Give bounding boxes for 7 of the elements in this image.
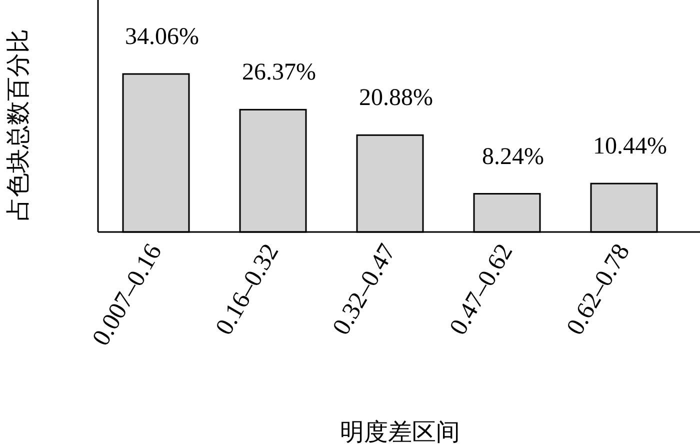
y-axis-title: 占色块总数百分比: [6, 29, 32, 221]
data-label: 26.37%: [242, 60, 316, 86]
data-label: 8.24%: [482, 144, 544, 170]
data-label: 20.88%: [359, 85, 433, 112]
data-label: 10.44%: [593, 134, 667, 160]
x-axis-title: 明度差区间: [340, 419, 460, 446]
data-label: 34.06%: [125, 24, 199, 50]
